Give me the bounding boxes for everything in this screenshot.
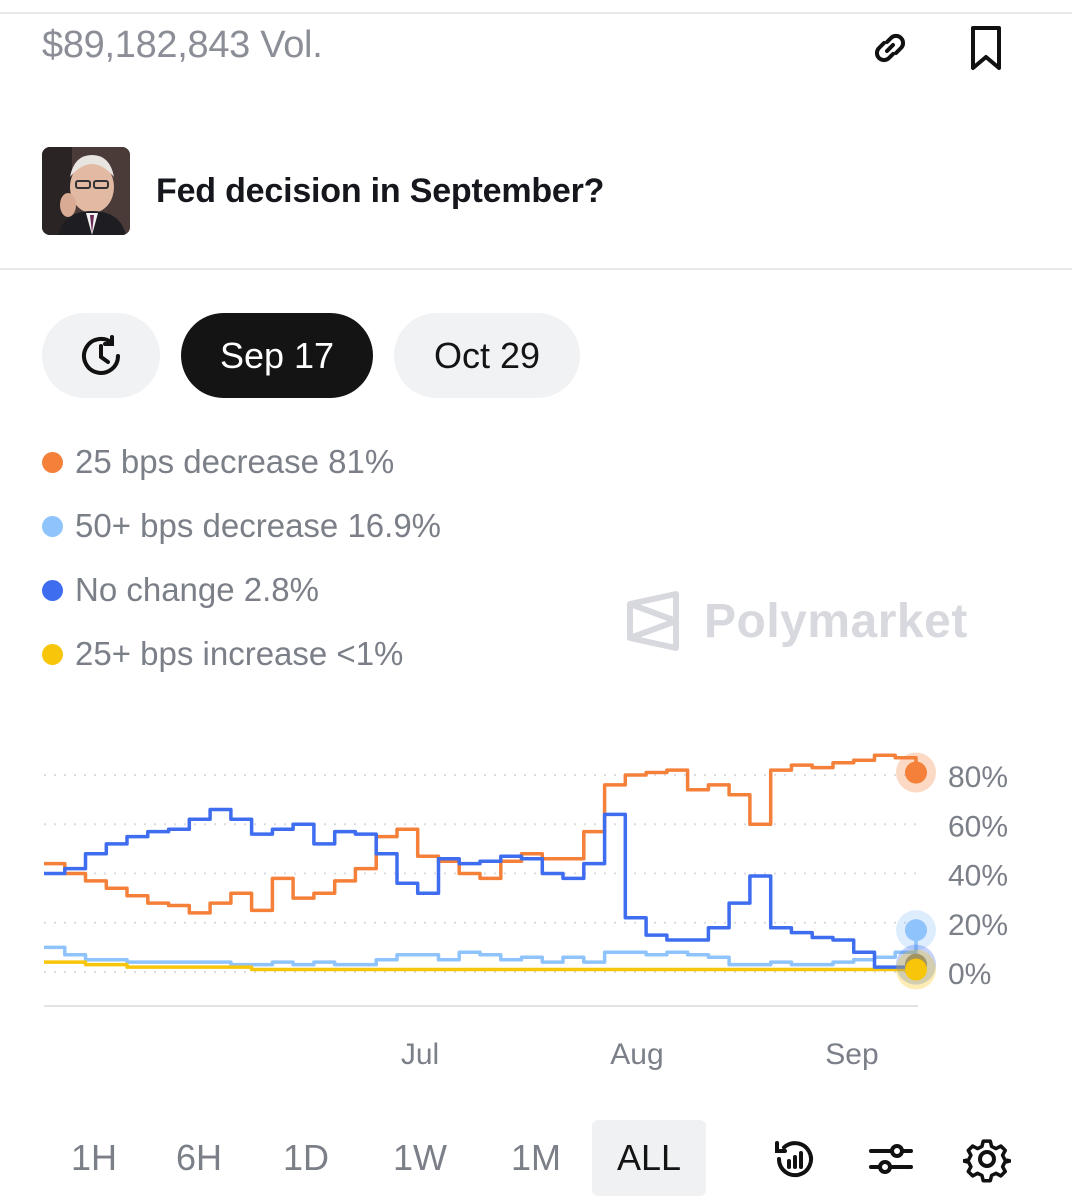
y-tick-label: 80% [948, 761, 1008, 794]
chart-legend: 25 bps decrease 81% 50+ bps decrease 16.… [42, 430, 441, 686]
volume-label: $89,182,843 Vol. [42, 24, 323, 66]
link-button[interactable] [862, 22, 918, 74]
history-toggle-button[interactable] [42, 313, 160, 398]
date-pill-oct-29[interactable]: Oct 29 [394, 313, 580, 398]
legend-item-50bps-decrease: 50+ bps decrease 16.9% [42, 494, 441, 558]
legend-label: 50+ bps decrease 16.9% [75, 507, 442, 544]
history-chart-icon [775, 1141, 813, 1178]
probability-chart[interactable]: 80% 60% 40% 20% 0% Jul Aug Sep [0, 700, 1072, 1100]
endpoint-marker [905, 919, 927, 942]
x-tick-label: Sep [825, 1038, 878, 1071]
polymarket-logo-icon [627, 591, 679, 651]
bookmark-button[interactable] [960, 22, 1012, 74]
sliders-icon [869, 1144, 913, 1174]
range-1m[interactable]: 1M [510, 1137, 561, 1178]
y-tick-label: 60% [948, 810, 1008, 843]
legend-dot [42, 579, 63, 601]
series-line-no-change [44, 807, 918, 969]
legend-dot [42, 451, 63, 473]
endpoint-marker [905, 958, 927, 981]
y-tick-label: 40% [948, 860, 1008, 893]
x-tick-label: Jul [401, 1038, 439, 1071]
range-6h[interactable]: 6H [175, 1137, 223, 1178]
range-1d[interactable]: 1D [282, 1137, 330, 1178]
market-title[interactable]: Fed decision in September? [156, 171, 605, 210]
series-line-25-bps-increase [44, 960, 916, 972]
bookmark-icon [971, 26, 1001, 70]
legend-item-25bps-increase: 25+ bps increase <1% [42, 622, 441, 686]
legend-dot [42, 643, 63, 665]
legend-label: 25 bps decrease 81% [75, 443, 395, 480]
y-tick-label: 0% [948, 958, 991, 991]
date-pill-sep-17[interactable]: Sep 17 [181, 313, 373, 398]
chart-history-button[interactable] [770, 1134, 820, 1184]
section-divider [0, 268, 1072, 270]
legend-item-no-change: No change 2.8% [42, 558, 441, 622]
y-tick-label: 20% [948, 909, 1008, 942]
polymarket-watermark: Polymarket [626, 590, 968, 652]
endpoint-marker [905, 761, 927, 784]
series-line-50-bps-decrease [44, 930, 918, 967]
legend-label: 25+ bps increase <1% [75, 635, 404, 672]
link-icon [874, 33, 906, 63]
range-all[interactable]: ALL [592, 1120, 706, 1196]
legend-label: No change 2.8% [75, 571, 320, 608]
legend-dot [42, 515, 63, 537]
history-clock-icon [82, 334, 120, 375]
time-range-selector: 1H 6H 1D 1W 1M ALL [42, 1120, 706, 1196]
chart-settings-button[interactable] [866, 1134, 916, 1184]
series-line-25-bps-decrease [44, 753, 918, 915]
x-tick-label: Aug [610, 1038, 663, 1071]
range-1w[interactable]: 1W [393, 1137, 447, 1178]
top-divider [0, 12, 1072, 14]
watermark-text: Polymarket [704, 594, 968, 648]
gear-button[interactable] [962, 1134, 1012, 1184]
market-avatar [42, 147, 130, 235]
legend-item-25bps-decrease: 25 bps decrease 81% [42, 430, 441, 494]
gear-icon [963, 1139, 1011, 1183]
portrait-photo [42, 147, 130, 235]
range-1h[interactable]: 1H [70, 1137, 118, 1178]
market-header[interactable]: Fed decision in September? [42, 147, 604, 235]
